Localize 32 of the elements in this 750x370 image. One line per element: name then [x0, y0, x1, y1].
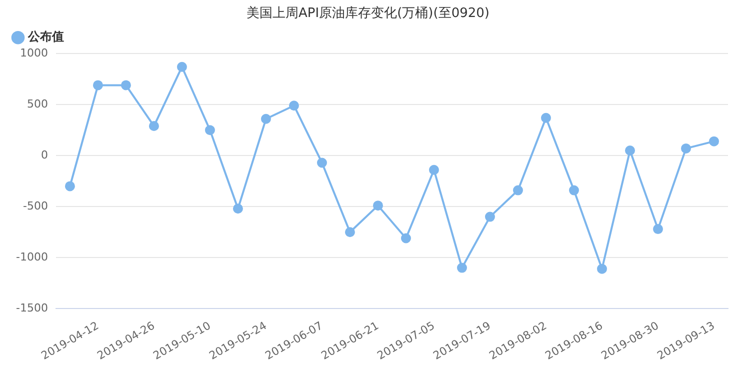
- point: [232, 204, 243, 214]
- y-tick-label: -500: [22, 199, 48, 212]
- point: [428, 164, 439, 175]
- point: [148, 121, 159, 132]
- y-tick-label: 500: [26, 97, 48, 110]
- point: [652, 224, 663, 234]
- point: [680, 143, 691, 154]
- point: [344, 227, 355, 238]
- point: [568, 185, 579, 196]
- point: [288, 100, 299, 111]
- y-tick-label: 0: [40, 148, 48, 162]
- point: [596, 264, 607, 274]
- point: [709, 136, 719, 146]
- point: [540, 112, 551, 123]
- point: [400, 233, 411, 244]
- legend-label: 公布值: [27, 30, 64, 44]
- point: [624, 146, 635, 156]
- y-tick-label: -1000: [16, 250, 48, 264]
- y-tick-label: -1500: [16, 301, 48, 314]
- point: [484, 212, 495, 222]
- point: [204, 125, 215, 136]
- chart-title: 美国上周API原油库存变化(万桶)(至0920): [246, 5, 490, 22]
- point: [316, 158, 327, 168]
- y-tick-label: 1000: [20, 46, 48, 60]
- point: [372, 200, 383, 211]
- point: [260, 114, 271, 124]
- point: [512, 185, 523, 196]
- point: [92, 80, 103, 90]
- point: [120, 80, 131, 90]
- point: [456, 262, 467, 273]
- point: [64, 181, 75, 192]
- point: [176, 62, 187, 72]
